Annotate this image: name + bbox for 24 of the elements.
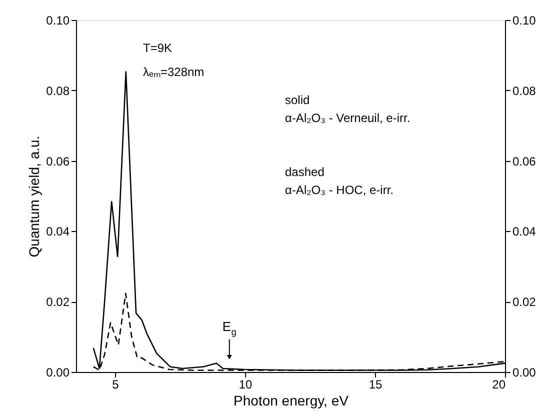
y-tick-label: 0.02 [46, 295, 70, 310]
annotation: λₑₘ=328nm [143, 65, 204, 79]
y-axis-title: Quantum yield, a.u. [26, 136, 42, 258]
y-tick-label: 0.00 [46, 366, 70, 380]
y2-tick-label: 0.00 [512, 366, 536, 380]
y-tick-label: 0.06 [46, 154, 70, 168]
annotation: α-Al₂O₃ - Verneuil, e-irr. [285, 111, 410, 125]
x-tick-label: 15 [368, 378, 382, 392]
annotation: α-Al₂O₃ - HOC, e-irr. [285, 183, 394, 197]
y2-tick-label: 0.02 [512, 295, 536, 310]
x-tick-label: 10 [238, 378, 252, 392]
y-tick-label: 0.10 [46, 14, 70, 28]
x-axis-title: Photon energy, eV [234, 392, 350, 408]
y2-tick-label: 0.06 [512, 154, 536, 168]
y-tick-label: 0.04 [46, 224, 70, 239]
x-tick-label: 5 [112, 378, 120, 392]
y-tick-label: 0.08 [46, 84, 70, 98]
annotation: solid [285, 93, 310, 107]
y2-tick-label: 0.08 [512, 84, 536, 98]
annotation: T=9K [143, 41, 172, 55]
y2-tick-label: 0.04 [512, 224, 536, 239]
y2-tick-label: 0.10 [512, 14, 536, 28]
x-tick-label: 20 [492, 378, 506, 392]
annotation: dashed [285, 165, 324, 179]
